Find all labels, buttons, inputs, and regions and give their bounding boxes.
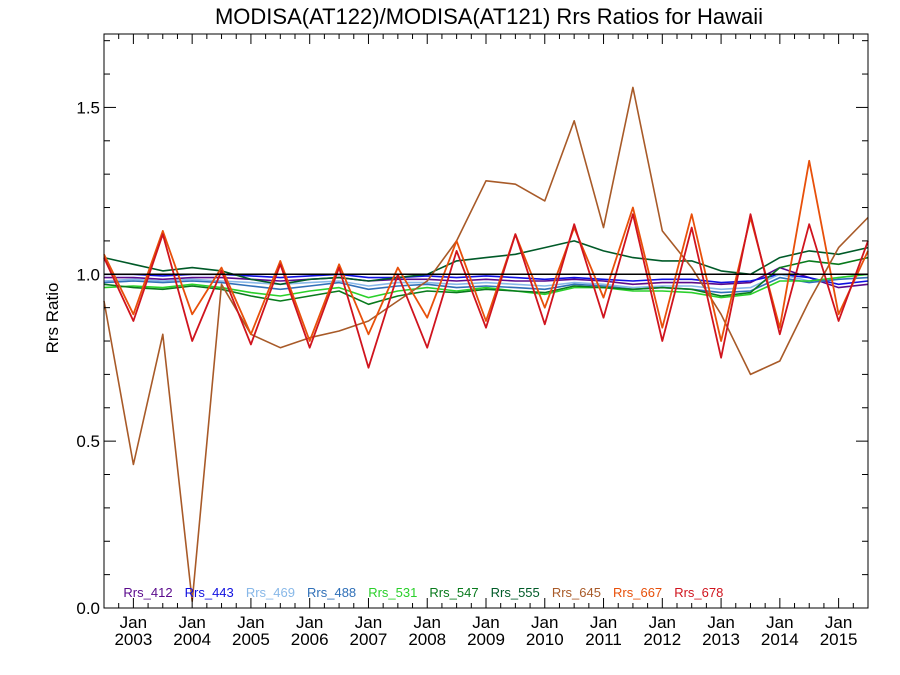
x-tick-label: 2011: [585, 630, 622, 649]
legend-entry: Rrs_667: [613, 585, 662, 600]
chart-title: MODISA(AT122)/MODISA(AT121) Rrs Ratios f…: [215, 4, 763, 29]
series-line-rrs-412: [104, 266, 869, 289]
legend-entry: Rrs_412: [123, 585, 172, 600]
x-tick-label-top: Jan: [355, 613, 382, 632]
y-axis-label: Rrs Ratio: [43, 283, 62, 354]
series-line-rrs-678: [103, 213, 869, 369]
x-tick-label-top: Jan: [178, 613, 205, 632]
legend-entry: Rrs_678: [674, 585, 723, 600]
x-tick-label-top: Jan: [237, 613, 264, 632]
x-tick-label-top: Jan: [120, 613, 147, 632]
x-tick-label: 2006: [291, 630, 329, 649]
y-tick-label: 0.5: [76, 432, 100, 451]
series-line-rrs-469: [103, 273, 869, 291]
x-tick-label: 2014: [761, 630, 799, 649]
x-tick-label-top: Jan: [296, 613, 323, 632]
series-layer: [103, 86, 869, 603]
x-tick-label: 2010: [526, 630, 564, 649]
legend-entry: Rrs_555: [491, 585, 540, 600]
legend-entry: Rrs_547: [429, 585, 478, 600]
y-tick-label: 1.5: [76, 98, 100, 117]
legend-entry: Rrs_488: [307, 585, 356, 600]
x-tick-label: 2004: [173, 630, 211, 649]
series-line-rrs-488: [103, 276, 869, 294]
x-tick-label: 2009: [467, 630, 505, 649]
x-tick-label-top: Jan: [472, 613, 499, 632]
x-tick-label-top: Jan: [766, 613, 793, 632]
legend-entry: Rrs_531: [368, 585, 417, 600]
x-tick-label: 2012: [643, 630, 681, 649]
x-tick-label-top: Jan: [649, 613, 676, 632]
series-line-rrs-645: [103, 86, 869, 603]
y-tick-label: 0.0: [76, 599, 100, 618]
x-tick-label-top: Jan: [825, 613, 852, 632]
axes-layer: Jan2003Jan2004Jan2005Jan2006Jan2007Jan20…: [76, 33, 869, 649]
x-tick-label-top: Jan: [590, 613, 617, 632]
legend-entry: Rrs_443: [185, 585, 234, 600]
x-tick-label-top: Jan: [707, 613, 734, 632]
legend: Rrs_412 Rrs_443 Rrs_469 Rrs_488 Rrs_531 Rrs_5…: [123, 585, 723, 600]
x-tick-label-top: Jan: [414, 613, 441, 632]
x-tick-label: 2013: [702, 630, 740, 649]
y-tick-label: 1.0: [76, 265, 100, 284]
x-tick-label: 2005: [232, 630, 270, 649]
x-tick-label: 2015: [820, 630, 858, 649]
legend-entry: Rrs_469: [246, 585, 295, 600]
x-tick-label: 2003: [114, 630, 152, 649]
x-tick-label: 2008: [408, 630, 446, 649]
x-tick-label-top: Jan: [531, 613, 558, 632]
x-tick-label: 2007: [350, 630, 388, 649]
legend-entry: Rrs_645: [552, 585, 601, 600]
